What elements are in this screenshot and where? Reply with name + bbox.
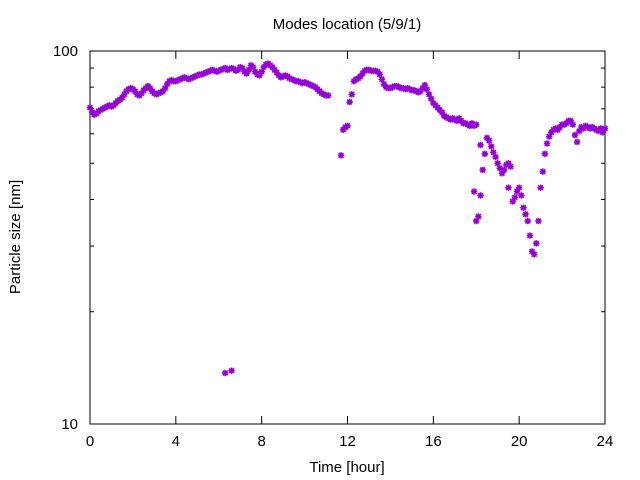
data-point bbox=[228, 367, 235, 374]
y-axis-label: Particle size [nm] bbox=[7, 180, 24, 294]
data-point bbox=[507, 163, 514, 170]
data-point bbox=[423, 85, 431, 93]
data-point bbox=[492, 153, 499, 161]
data-point bbox=[505, 184, 512, 191]
x-tick-label: 4 bbox=[172, 433, 180, 450]
data-point bbox=[348, 91, 355, 98]
x-tick-label: 24 bbox=[597, 433, 614, 450]
data-point bbox=[543, 140, 551, 147]
x-axis-label: Time [hour] bbox=[309, 459, 384, 476]
x-tick-label: 12 bbox=[339, 433, 356, 450]
data-point bbox=[488, 143, 495, 150]
data-point bbox=[475, 213, 482, 220]
data-point bbox=[473, 217, 480, 225]
x-tick-label: 0 bbox=[86, 433, 94, 450]
data-point bbox=[481, 150, 489, 158]
data-point bbox=[485, 137, 493, 144]
chart-title: Modes location (5/9/1) bbox=[273, 16, 421, 33]
data-point bbox=[494, 160, 501, 167]
data-point bbox=[378, 76, 386, 83]
y-tick-label: 100 bbox=[53, 43, 78, 60]
data-point bbox=[473, 121, 480, 128]
data-point bbox=[539, 168, 546, 175]
data-point bbox=[520, 204, 527, 211]
data-point bbox=[511, 194, 519, 201]
data-point bbox=[569, 121, 577, 128]
data-point bbox=[526, 232, 534, 239]
data-point bbox=[522, 211, 529, 218]
data-point bbox=[479, 166, 486, 174]
data-point bbox=[524, 217, 531, 225]
data-point bbox=[477, 141, 484, 149]
data-point bbox=[346, 98, 353, 106]
data-point bbox=[573, 138, 581, 146]
data-point bbox=[537, 184, 544, 191]
data-point bbox=[530, 251, 538, 258]
data-point bbox=[500, 166, 508, 174]
data-point bbox=[535, 217, 542, 225]
data-point bbox=[601, 125, 609, 132]
data-point bbox=[221, 369, 229, 377]
data-point bbox=[477, 192, 484, 199]
data-point bbox=[324, 92, 332, 99]
data-point bbox=[541, 150, 549, 158]
data-point bbox=[470, 188, 478, 195]
data-point bbox=[337, 152, 345, 159]
x-tick-label: 8 bbox=[257, 433, 265, 450]
data-points bbox=[86, 60, 609, 377]
data-point bbox=[533, 240, 540, 247]
x-tick-label: 16 bbox=[425, 433, 442, 450]
y-tick-label: 10 bbox=[61, 416, 78, 433]
axes: 0 4 8 12 16 20 24 10 100 bbox=[53, 43, 613, 450]
x-tick-label: 20 bbox=[511, 433, 528, 450]
data-point bbox=[518, 192, 525, 199]
data-point bbox=[515, 184, 523, 191]
data-point bbox=[344, 122, 351, 130]
data-point bbox=[571, 131, 579, 139]
